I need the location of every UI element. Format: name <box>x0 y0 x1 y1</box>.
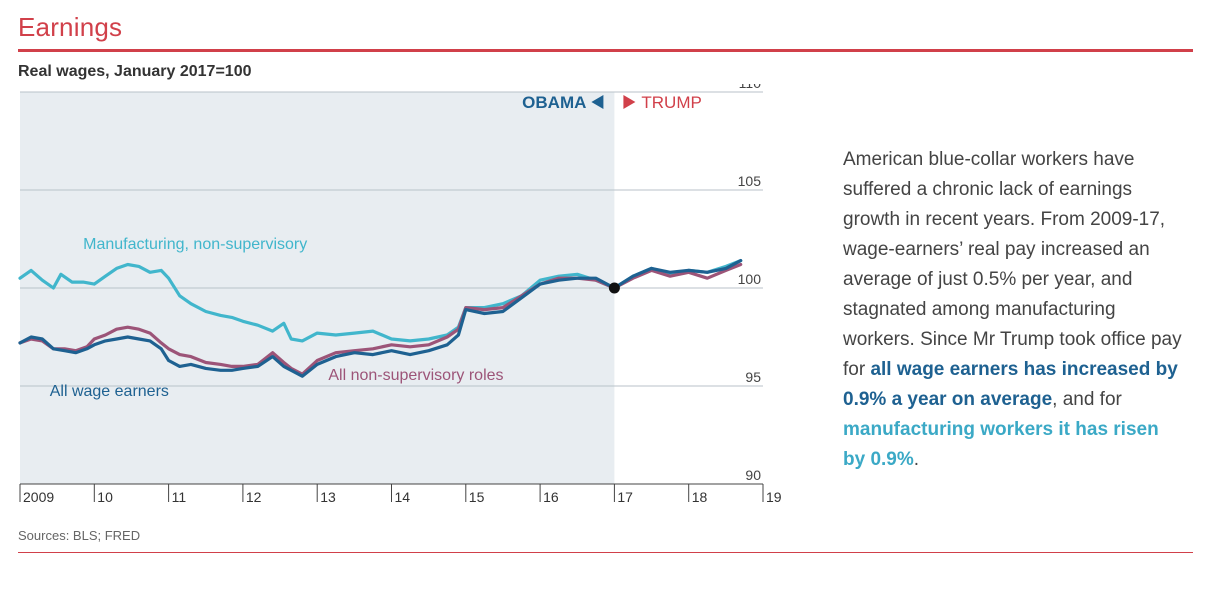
x-tick-label-17: 17 <box>617 489 633 505</box>
x-tick-label-11: 11 <box>172 489 187 505</box>
top-rule <box>18 49 1193 52</box>
obama-label: OBAMA <box>522 93 586 112</box>
highlight-manufacturing: manufacturing workers it has risen by 0.… <box>843 419 1159 470</box>
description-end: . <box>913 449 920 470</box>
highlight-all-wage-earners: all wage earners has increased by 0.9% a… <box>843 359 1178 410</box>
description-text: American blue-collar workers have suffer… <box>843 145 1183 475</box>
x-tick-label-13: 13 <box>320 489 336 505</box>
x-tick-label-18: 18 <box>692 489 708 505</box>
description-intro: American blue-collar workers have suffer… <box>843 149 1182 380</box>
sources-note: Sources: BLS; FRED <box>18 528 141 543</box>
x-tick-label-12: 12 <box>246 489 262 505</box>
series-line-all-wage-earners <box>18 259 743 378</box>
x-tick-label-19: 19 <box>766 489 782 505</box>
trump-label: TRUMP <box>641 93 701 112</box>
x-tick-label-16: 16 <box>543 489 559 505</box>
y-tick-label-105: 105 <box>738 173 762 189</box>
trump-arrow-icon <box>623 95 636 109</box>
obama-arrow-icon <box>591 95 604 109</box>
series-label-all-wage-earners: All wage earners <box>50 383 169 400</box>
y-tick-label-100: 100 <box>738 271 762 287</box>
x-tick-label-14: 14 <box>395 489 411 505</box>
reference-point-marker <box>608 282 620 294</box>
y-tick-label-90: 90 <box>745 467 761 483</box>
x-tick-label-10: 10 <box>97 489 113 505</box>
wages-line-chart: 90 95 100 105 110 2009 10 11 12 13 14 15 16 17 18 19 O… <box>18 84 782 505</box>
section-title: Earnings <box>18 12 123 42</box>
bottom-rule <box>18 552 1193 553</box>
x-tick-label-2009: 2009 <box>23 489 54 505</box>
series-label-all-non-supervisory-roles: All non-supervisory roles <box>328 367 503 384</box>
description-middle: , and for <box>1052 389 1122 410</box>
chart-title: Real wages, January 2017=100 <box>18 63 252 80</box>
y-tick-label-110: 110 <box>739 84 762 91</box>
x-tick-label-15: 15 <box>469 489 485 505</box>
y-tick-label-95: 95 <box>745 369 761 385</box>
series-label-manufacturing-non-supervisory: Manufacturing, non-supervisory <box>83 236 307 253</box>
